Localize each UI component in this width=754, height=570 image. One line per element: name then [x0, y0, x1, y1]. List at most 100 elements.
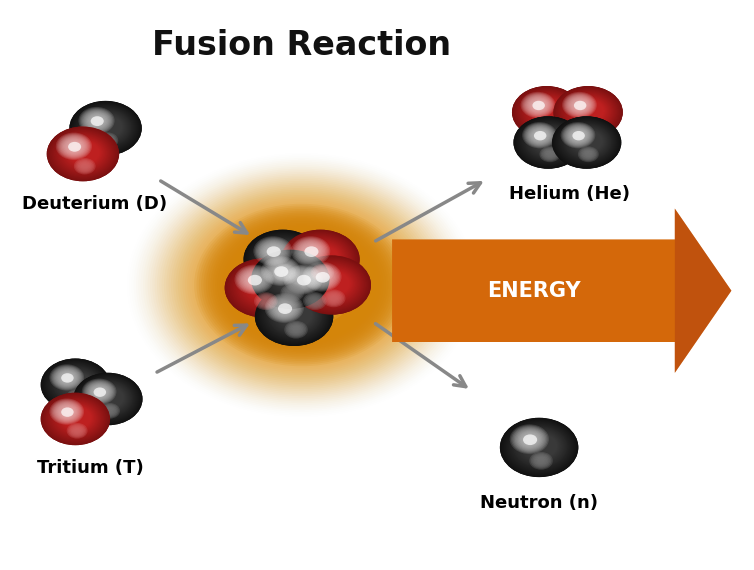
Circle shape [266, 260, 295, 282]
Circle shape [317, 271, 350, 296]
Circle shape [90, 115, 124, 140]
Circle shape [169, 185, 434, 385]
Circle shape [87, 112, 127, 142]
Circle shape [512, 426, 547, 452]
Circle shape [563, 124, 593, 146]
Circle shape [280, 284, 304, 302]
Circle shape [245, 230, 321, 288]
Circle shape [586, 152, 591, 156]
Circle shape [572, 99, 606, 124]
Circle shape [523, 122, 575, 162]
Circle shape [270, 296, 320, 335]
Circle shape [259, 290, 329, 343]
Circle shape [243, 241, 360, 329]
Circle shape [245, 272, 263, 287]
Circle shape [282, 270, 321, 300]
Polygon shape [392, 209, 731, 373]
Circle shape [269, 261, 314, 295]
Circle shape [85, 380, 133, 416]
Circle shape [532, 128, 567, 154]
Circle shape [295, 272, 334, 302]
Circle shape [76, 375, 139, 423]
Circle shape [546, 122, 551, 126]
Circle shape [523, 123, 575, 161]
Circle shape [87, 382, 130, 414]
Circle shape [309, 297, 320, 306]
Circle shape [572, 99, 587, 111]
Text: ENERGY: ENERGY [486, 280, 581, 301]
Circle shape [564, 124, 611, 160]
Circle shape [526, 124, 573, 160]
Circle shape [547, 152, 553, 156]
Circle shape [296, 258, 368, 312]
Circle shape [59, 135, 109, 172]
Circle shape [60, 405, 93, 431]
Circle shape [90, 385, 109, 398]
Circle shape [97, 132, 118, 149]
Circle shape [274, 264, 310, 292]
Circle shape [171, 186, 432, 384]
Circle shape [528, 127, 551, 144]
Text: Deuterium (D): Deuterium (D) [22, 195, 167, 213]
Circle shape [554, 87, 622, 138]
Circle shape [523, 93, 572, 130]
Circle shape [290, 235, 353, 283]
Circle shape [46, 362, 106, 407]
Circle shape [556, 119, 618, 165]
Circle shape [226, 259, 302, 316]
Circle shape [44, 395, 107, 442]
Circle shape [271, 262, 333, 308]
Circle shape [560, 121, 615, 162]
Circle shape [284, 265, 343, 310]
Circle shape [301, 242, 343, 274]
Circle shape [81, 109, 112, 132]
Circle shape [574, 131, 602, 152]
Circle shape [557, 120, 617, 165]
Circle shape [197, 206, 406, 364]
Circle shape [535, 130, 565, 153]
Circle shape [60, 405, 93, 430]
Circle shape [277, 260, 349, 315]
Circle shape [81, 378, 116, 405]
Circle shape [270, 263, 291, 279]
Circle shape [268, 245, 302, 271]
Circle shape [278, 303, 292, 314]
Circle shape [572, 129, 604, 153]
Circle shape [523, 433, 559, 460]
Circle shape [66, 423, 87, 439]
Circle shape [225, 258, 303, 317]
Circle shape [261, 241, 308, 276]
Circle shape [164, 181, 440, 389]
Circle shape [526, 96, 550, 113]
Circle shape [256, 253, 326, 306]
Circle shape [54, 131, 114, 176]
Circle shape [254, 252, 326, 307]
Circle shape [81, 378, 136, 420]
Circle shape [285, 266, 321, 294]
Circle shape [516, 428, 565, 465]
Circle shape [72, 103, 139, 153]
Circle shape [322, 290, 345, 307]
Circle shape [515, 428, 544, 450]
Circle shape [80, 377, 136, 420]
Circle shape [302, 243, 342, 273]
Circle shape [519, 91, 575, 133]
Circle shape [552, 116, 621, 169]
Circle shape [51, 400, 83, 424]
Circle shape [271, 262, 313, 294]
Circle shape [300, 242, 344, 275]
Circle shape [556, 88, 621, 136]
Circle shape [525, 124, 573, 160]
Circle shape [524, 94, 571, 129]
Circle shape [62, 406, 92, 429]
Circle shape [253, 236, 314, 282]
Circle shape [259, 296, 273, 307]
Circle shape [69, 141, 100, 164]
Circle shape [82, 109, 130, 146]
Circle shape [556, 88, 621, 137]
Circle shape [522, 92, 573, 131]
Circle shape [241, 239, 363, 331]
Circle shape [107, 409, 112, 413]
Circle shape [261, 290, 329, 341]
Circle shape [584, 119, 596, 129]
